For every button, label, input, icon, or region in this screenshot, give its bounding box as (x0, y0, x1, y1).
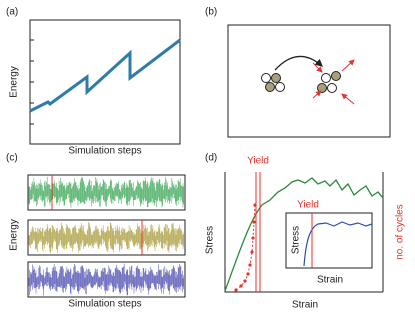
x-label: Simulation steps (68, 146, 141, 157)
y-label: Energy (9, 219, 20, 251)
inset-curve (303, 221, 373, 267)
signal (28, 263, 184, 296)
panel-label: (b) (205, 7, 217, 18)
y-label: Stress (205, 226, 216, 254)
panel-label: (d) (205, 153, 217, 164)
y-label: Energy (9, 66, 20, 98)
signal (28, 176, 184, 208)
inset-annotation: Yield (297, 200, 319, 211)
y2-label: no. of cycles (395, 204, 406, 260)
ticks (30, 39, 34, 125)
axes (224, 172, 383, 293)
axes-box (27, 174, 186, 211)
signal (28, 222, 184, 254)
cycle-line (235, 204, 256, 291)
axes-box (29, 19, 181, 145)
panel-label: (a) (6, 7, 18, 18)
axes-box (27, 261, 186, 298)
panel-label: (c) (6, 153, 18, 164)
particles (261, 71, 341, 93)
diagram-box (227, 24, 391, 138)
x-label: Simulation steps (68, 299, 141, 310)
energy-curve (29, 38, 181, 113)
axes-box (27, 219, 186, 256)
inset-y-label: Stress (291, 226, 302, 254)
cycle-points (234, 203, 257, 292)
x-label: Strain (292, 300, 318, 311)
annotation: Yield (247, 156, 269, 167)
arrow (274, 55, 323, 71)
inset-box (285, 212, 373, 269)
stress-curve (224, 177, 384, 292)
force-arrows (312, 59, 355, 105)
inset-x-label: Strain (317, 275, 343, 286)
